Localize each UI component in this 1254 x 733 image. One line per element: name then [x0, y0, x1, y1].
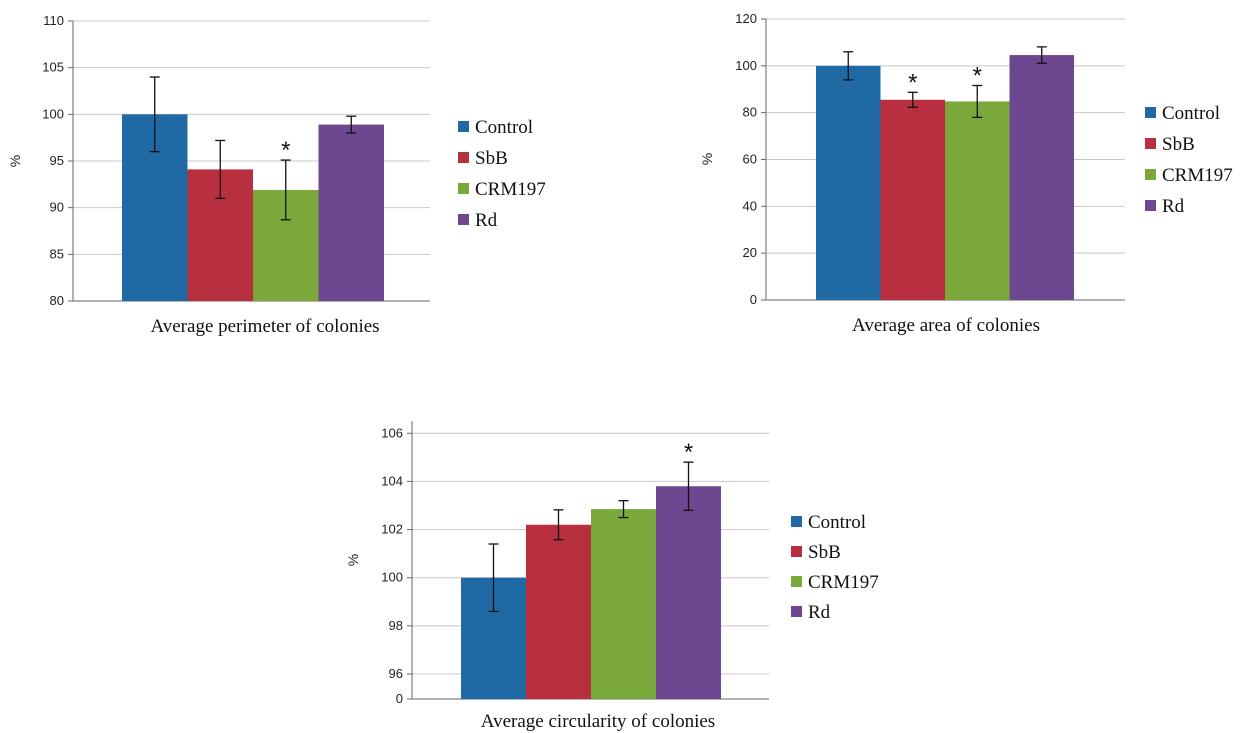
- bar-sbb: [880, 99, 945, 300]
- legend-swatch-control: [458, 121, 469, 132]
- legend: Control SbB CRM197 Rd: [791, 512, 879, 623]
- legend-label-rd: Rd: [808, 602, 831, 623]
- y-axis-label: %: [699, 153, 715, 165]
- chart-panel-1: 80 85 90 95 100 105 110 *% Average perimeter of …: [7, 13, 546, 337]
- y-tick-label: 120: [735, 11, 757, 26]
- y-tick-label: 80: [743, 105, 757, 120]
- y-tick-label: 105: [42, 60, 64, 75]
- bar-sbb: [526, 524, 591, 699]
- significance-star: *: [684, 439, 693, 466]
- y-axis-label: %: [7, 155, 23, 167]
- y-tick-label: 95: [50, 153, 64, 168]
- x-axis-title: Average circularity of colonies: [481, 711, 715, 732]
- y-axis-label: %: [345, 554, 361, 566]
- significance-star: *: [908, 69, 917, 96]
- significance-star: *: [973, 63, 982, 90]
- legend-swatch-crm197: [791, 576, 802, 587]
- y-tick-label: 85: [50, 246, 64, 261]
- chart-panel-3: 0 96 98 100 102 104 106 *% Average circularity o…: [345, 421, 879, 732]
- y-tick-label: 100: [381, 570, 403, 585]
- legend-swatch-crm197: [458, 183, 469, 194]
- legend-label-rd: Rd: [1162, 196, 1185, 217]
- y-tick-label: 100: [42, 106, 64, 121]
- legend-swatch-crm197: [1145, 169, 1156, 180]
- legend: Control SbB CRM197 Rd: [458, 117, 546, 231]
- legend-swatch-rd: [791, 606, 802, 617]
- legend-label-sbb: SbB: [475, 148, 508, 169]
- legend-label-sbb: SbB: [808, 542, 841, 563]
- legend-swatch-control: [1145, 107, 1156, 118]
- bar-rd: [1009, 55, 1074, 300]
- y-tick-label: 20: [743, 245, 757, 260]
- legend-label-crm197: CRM197: [475, 179, 546, 200]
- y-tick-label: 0: [396, 691, 403, 706]
- legend-swatch-sbb: [458, 152, 469, 163]
- legend-swatch-control: [791, 516, 802, 527]
- bar-rd: [656, 486, 721, 699]
- y-tick-label: 102: [381, 522, 403, 537]
- legend-label-crm197: CRM197: [1162, 165, 1233, 186]
- legend-label-rd: Rd: [475, 210, 498, 231]
- bar-crm197: [591, 509, 656, 699]
- y-tick-label: 96: [389, 666, 403, 681]
- legend-label-control: Control: [1162, 103, 1220, 124]
- y-tick-label: 40: [743, 198, 757, 213]
- y-tick-label: 60: [743, 152, 757, 167]
- legend-swatch-sbb: [1145, 138, 1156, 149]
- legend-label-control: Control: [808, 512, 866, 533]
- y-tick-label: 98: [389, 618, 403, 633]
- legend-label-sbb: SbB: [1162, 134, 1195, 155]
- y-tick-label: 0: [750, 292, 757, 307]
- significance-star: *: [281, 137, 290, 164]
- legend: Control SbB CRM197 Rd: [1145, 103, 1233, 217]
- legend-label-control: Control: [475, 117, 533, 138]
- legend-swatch-sbb: [791, 546, 802, 557]
- chart-panel-2: 0 20 40 60 80 100 120 * *% Average area of coloni…: [699, 11, 1233, 336]
- y-tick-label: 110: [43, 13, 64, 28]
- x-axis-title: Average area of colonies: [852, 315, 1040, 336]
- y-tick-label: 106: [381, 425, 403, 440]
- y-tick-label: 90: [50, 200, 64, 215]
- bar-crm197: [945, 101, 1010, 300]
- x-axis-title: Average perimeter of colonies: [150, 316, 379, 337]
- y-tick-label: 104: [381, 473, 403, 488]
- legend-label-crm197: CRM197: [808, 572, 879, 593]
- bar-rd: [318, 124, 384, 301]
- y-tick-label: 80: [50, 293, 64, 308]
- legend-swatch-rd: [1145, 200, 1156, 211]
- legend-swatch-rd: [458, 214, 469, 225]
- y-tick-label: 100: [735, 58, 757, 73]
- bar-control: [816, 65, 881, 300]
